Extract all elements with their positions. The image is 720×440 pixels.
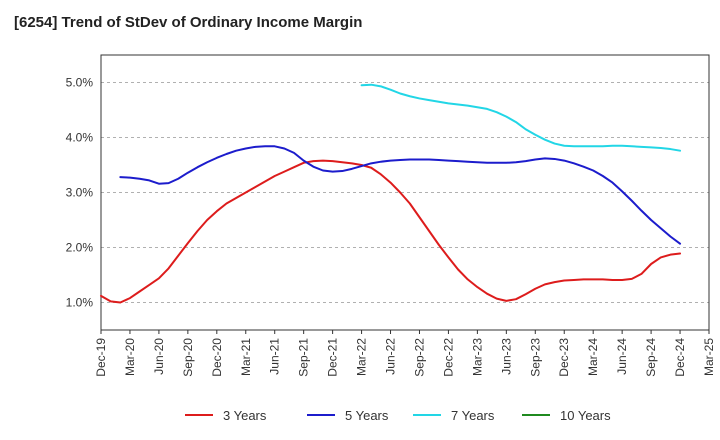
x-tick-label: Sep-23 xyxy=(528,338,542,377)
x-tick-label: Dec-22 xyxy=(441,338,455,377)
x-tick-label: Dec-19 xyxy=(94,338,108,377)
x-tick-label: Sep-22 xyxy=(412,338,426,377)
x-tick-label: Mar-23 xyxy=(470,338,484,376)
x-tick-label: Mar-20 xyxy=(123,338,137,376)
x-tick-label: Sep-20 xyxy=(181,338,195,377)
x-tick-label: Dec-23 xyxy=(557,338,571,377)
y-tick-label: 3.0% xyxy=(66,186,94,200)
series-line xyxy=(360,83,682,152)
x-tick-label: Mar-24 xyxy=(586,338,600,376)
legend-label: 10 Years xyxy=(560,408,611,423)
x-tick-label: Mar-22 xyxy=(355,338,369,376)
legend-label: 3 Years xyxy=(223,408,267,423)
series-line xyxy=(119,145,682,245)
plot-frame xyxy=(100,54,710,331)
legend-label: 7 Years xyxy=(451,408,495,423)
x-tick-label: Dec-20 xyxy=(210,338,224,377)
x-tick-label: Sep-21 xyxy=(297,338,311,377)
x-tick-label: Jun-21 xyxy=(268,338,282,375)
y-tick-label: 5.0% xyxy=(66,76,94,90)
x-tick-label: Dec-21 xyxy=(326,338,340,377)
x-tick-label: Jun-24 xyxy=(615,338,629,375)
x-tick-label: Dec-24 xyxy=(673,338,687,377)
series-line xyxy=(100,159,682,304)
chart-title: [6254] Trend of StDev of Ordinary Income… xyxy=(14,14,363,31)
x-tick-label: Mar-21 xyxy=(239,338,253,376)
legend-label: 5 Years xyxy=(345,408,389,423)
x-tick-label: Sep-24 xyxy=(644,338,658,377)
x-tick-label: Jun-22 xyxy=(384,338,398,375)
y-tick-label: 2.0% xyxy=(66,241,94,255)
x-tick-label: Jun-23 xyxy=(499,338,513,375)
y-tick-label: 1.0% xyxy=(66,296,94,310)
x-tick-label: Mar-25 xyxy=(702,338,716,376)
x-tick-label: Jun-20 xyxy=(152,338,166,375)
y-tick-label: 4.0% xyxy=(66,131,94,145)
